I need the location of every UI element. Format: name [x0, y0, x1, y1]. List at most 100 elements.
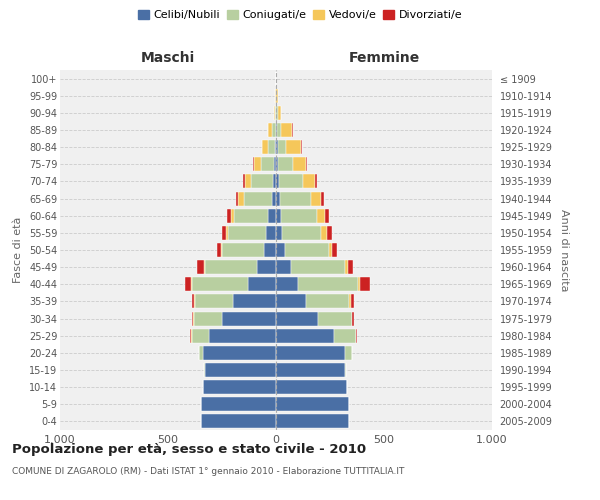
Bar [322, 192, 324, 205]
Bar [276, 312, 318, 326]
Bar [190, 328, 191, 342]
Bar [194, 312, 222, 326]
Bar [303, 174, 315, 188]
Bar [325, 208, 329, 222]
Bar [203, 260, 205, 274]
Bar [243, 174, 245, 188]
Bar [245, 174, 251, 188]
Bar [209, 328, 276, 342]
Bar [202, 398, 276, 411]
Y-axis label: Fasce di età: Fasce di età [13, 217, 23, 283]
Bar [317, 208, 325, 222]
Bar [276, 192, 280, 205]
Bar [230, 208, 234, 222]
Bar [229, 226, 266, 240]
Bar [276, 380, 347, 394]
Bar [192, 278, 248, 291]
Bar [251, 174, 273, 188]
Bar [192, 328, 209, 342]
Bar [273, 174, 276, 188]
Bar [311, 192, 322, 205]
Bar [221, 243, 222, 257]
Bar [195, 294, 233, 308]
Bar [276, 174, 279, 188]
Bar [276, 398, 349, 411]
Bar [278, 158, 293, 172]
Bar [222, 243, 264, 257]
Bar [223, 226, 226, 240]
Bar [272, 192, 276, 205]
Bar [262, 140, 268, 154]
Bar [268, 123, 272, 137]
Bar [257, 260, 276, 274]
Bar [197, 260, 203, 274]
Bar [276, 226, 283, 240]
Bar [276, 208, 281, 222]
Bar [345, 363, 346, 377]
Bar [345, 260, 348, 274]
Bar [280, 192, 311, 205]
Bar [298, 278, 358, 291]
Bar [358, 278, 360, 291]
Bar [261, 158, 274, 172]
Bar [277, 106, 278, 120]
Bar [281, 123, 292, 137]
Bar [329, 243, 332, 257]
Bar [266, 226, 276, 240]
Bar [278, 106, 281, 120]
Bar [277, 88, 278, 102]
Bar [233, 294, 276, 308]
Bar [356, 328, 358, 342]
Bar [279, 174, 303, 188]
Bar [226, 226, 229, 240]
Bar [268, 208, 276, 222]
Bar [349, 294, 350, 308]
Text: COMUNE DI ZAGAROLO (RM) - Dati ISTAT 1° gennaio 2010 - Elaborazione TUTTITALIA.I: COMUNE DI ZAGAROLO (RM) - Dati ISTAT 1° … [12, 468, 404, 476]
Bar [327, 226, 332, 240]
Bar [276, 328, 334, 342]
Bar [275, 106, 276, 120]
Bar [352, 312, 355, 326]
Bar [253, 158, 254, 172]
Bar [348, 260, 353, 274]
Bar [199, 346, 203, 360]
Bar [306, 158, 307, 172]
Bar [276, 158, 278, 172]
Bar [276, 260, 291, 274]
Bar [274, 106, 275, 120]
Bar [276, 123, 277, 137]
Bar [234, 208, 268, 222]
Bar [205, 260, 257, 274]
Bar [291, 260, 345, 274]
Bar [222, 312, 276, 326]
Bar [203, 363, 205, 377]
Bar [306, 294, 349, 308]
Bar [238, 192, 244, 205]
Bar [254, 158, 261, 172]
Bar [334, 328, 356, 342]
Bar [185, 278, 191, 291]
Bar [276, 346, 345, 360]
Bar [268, 140, 275, 154]
Bar [315, 174, 317, 188]
Bar [191, 328, 192, 342]
Bar [236, 192, 238, 205]
Bar [277, 123, 281, 137]
Bar [274, 158, 276, 172]
Bar [276, 278, 298, 291]
Bar [194, 294, 195, 308]
Bar [276, 363, 345, 377]
Bar [217, 243, 221, 257]
Bar [283, 226, 322, 240]
Bar [192, 294, 194, 308]
Bar [272, 123, 275, 137]
Bar [276, 414, 349, 428]
Bar [281, 208, 317, 222]
Bar [191, 278, 192, 291]
Legend: Celibi/Nubili, Coniugati/e, Vedovi/e, Divorziati/e: Celibi/Nubili, Coniugati/e, Vedovi/e, Di… [133, 6, 467, 25]
Text: Femmine: Femmine [349, 51, 419, 65]
Bar [278, 140, 286, 154]
Bar [203, 380, 276, 394]
Bar [301, 140, 302, 154]
Bar [350, 294, 355, 308]
